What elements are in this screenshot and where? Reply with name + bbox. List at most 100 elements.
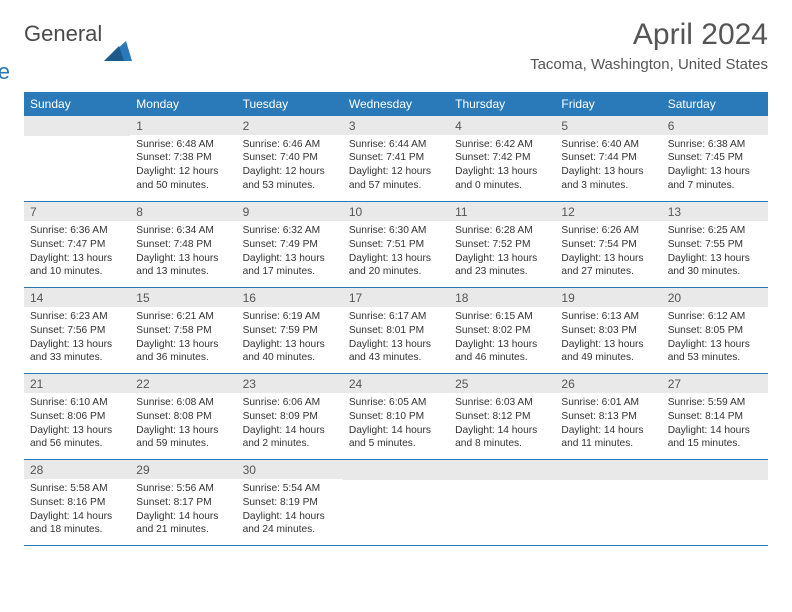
day-info: Sunrise: 6:26 AMSunset: 7:54 PMDaylight:… bbox=[555, 221, 661, 283]
day-info-line: and 3 minutes. bbox=[561, 179, 655, 193]
title-block: April 2024 Tacoma, Washington, United St… bbox=[530, 18, 768, 73]
day-number: 3 bbox=[343, 116, 449, 135]
day-info-line: Daylight: 13 hours bbox=[455, 252, 549, 266]
day-info-line: Sunrise: 6:32 AM bbox=[243, 224, 337, 238]
weekday-header-row: Sunday Monday Tuesday Wednesday Thursday… bbox=[24, 92, 768, 116]
day-info-line: Sunset: 7:38 PM bbox=[136, 151, 230, 165]
day-info-line: Daylight: 13 hours bbox=[349, 252, 443, 266]
day-info-line: Daylight: 13 hours bbox=[30, 424, 124, 438]
day-info-line: and 49 minutes. bbox=[561, 351, 655, 365]
brand-logo: General Blue bbox=[24, 24, 132, 82]
day-number: 12 bbox=[555, 202, 661, 221]
calendar-day-cell: 18Sunrise: 6:15 AMSunset: 8:02 PMDayligh… bbox=[449, 288, 555, 374]
day-info-line: and 24 minutes. bbox=[243, 523, 337, 537]
calendar-day-cell: 23Sunrise: 6:06 AMSunset: 8:09 PMDayligh… bbox=[237, 374, 343, 460]
day-number-empty bbox=[555, 460, 661, 480]
page-title: April 2024 bbox=[530, 18, 768, 52]
day-info-line: Sunrise: 6:23 AM bbox=[30, 310, 124, 324]
calendar-day-cell: 21Sunrise: 6:10 AMSunset: 8:06 PMDayligh… bbox=[24, 374, 130, 460]
calendar-day-cell: 20Sunrise: 6:12 AMSunset: 8:05 PMDayligh… bbox=[662, 288, 768, 374]
day-info-line: Sunrise: 6:19 AM bbox=[243, 310, 337, 324]
calendar-week-row: 21Sunrise: 6:10 AMSunset: 8:06 PMDayligh… bbox=[24, 374, 768, 460]
day-info-line: Sunrise: 6:38 AM bbox=[668, 138, 762, 152]
day-info-line: Sunset: 7:52 PM bbox=[455, 238, 549, 252]
day-info-line: Sunrise: 6:44 AM bbox=[349, 138, 443, 152]
day-info-line: Daylight: 13 hours bbox=[561, 338, 655, 352]
calendar-day-cell: 28Sunrise: 5:58 AMSunset: 8:16 PMDayligh… bbox=[24, 460, 130, 546]
day-info-line: Sunrise: 6:10 AM bbox=[30, 396, 124, 410]
calendar-day-cell: 19Sunrise: 6:13 AMSunset: 8:03 PMDayligh… bbox=[555, 288, 661, 374]
day-info-line: Sunset: 7:47 PM bbox=[30, 238, 124, 252]
calendar-week-row: 14Sunrise: 6:23 AMSunset: 7:56 PMDayligh… bbox=[24, 288, 768, 374]
calendar-day-cell: 26Sunrise: 6:01 AMSunset: 8:13 PMDayligh… bbox=[555, 374, 661, 460]
day-number: 22 bbox=[130, 374, 236, 393]
day-info-line: and 46 minutes. bbox=[455, 351, 549, 365]
day-info-line: Daylight: 14 hours bbox=[668, 424, 762, 438]
weekday-header: Saturday bbox=[662, 92, 768, 116]
day-info-line: and 59 minutes. bbox=[136, 437, 230, 451]
day-info-line: and 57 minutes. bbox=[349, 179, 443, 193]
brand-triangle-icon bbox=[104, 39, 132, 66]
day-number: 25 bbox=[449, 374, 555, 393]
calendar-week-row: 7Sunrise: 6:36 AMSunset: 7:47 PMDaylight… bbox=[24, 202, 768, 288]
day-info-line: and 5 minutes. bbox=[349, 437, 443, 451]
day-info-line: Sunrise: 6:08 AM bbox=[136, 396, 230, 410]
day-info-line: Daylight: 13 hours bbox=[668, 338, 762, 352]
day-info: Sunrise: 6:42 AMSunset: 7:42 PMDaylight:… bbox=[449, 135, 555, 197]
weekday-header: Monday bbox=[130, 92, 236, 116]
day-number-empty bbox=[24, 116, 130, 136]
day-info-line: Sunset: 7:51 PM bbox=[349, 238, 443, 252]
brand-text: General Blue bbox=[24, 24, 102, 82]
day-number: 21 bbox=[24, 374, 130, 393]
day-info-line: Sunset: 8:03 PM bbox=[561, 324, 655, 338]
calendar-day-cell bbox=[555, 460, 661, 546]
day-info-line: and 53 minutes. bbox=[668, 351, 762, 365]
day-info-line: Sunrise: 6:25 AM bbox=[668, 224, 762, 238]
day-info-line: Sunrise: 5:58 AM bbox=[30, 482, 124, 496]
calendar-day-cell: 15Sunrise: 6:21 AMSunset: 7:58 PMDayligh… bbox=[130, 288, 236, 374]
calendar-day-cell: 29Sunrise: 5:56 AMSunset: 8:17 PMDayligh… bbox=[130, 460, 236, 546]
day-number: 14 bbox=[24, 288, 130, 307]
day-info: Sunrise: 6:12 AMSunset: 8:05 PMDaylight:… bbox=[662, 307, 768, 369]
calendar-day-cell bbox=[662, 460, 768, 546]
day-info-line: Sunrise: 6:03 AM bbox=[455, 396, 549, 410]
day-number: 1 bbox=[130, 116, 236, 135]
calendar-day-cell: 11Sunrise: 6:28 AMSunset: 7:52 PMDayligh… bbox=[449, 202, 555, 288]
day-info-line: Sunrise: 6:26 AM bbox=[561, 224, 655, 238]
day-info: Sunrise: 6:40 AMSunset: 7:44 PMDaylight:… bbox=[555, 135, 661, 197]
day-info-line: and 20 minutes. bbox=[349, 265, 443, 279]
calendar-day-cell: 25Sunrise: 6:03 AMSunset: 8:12 PMDayligh… bbox=[449, 374, 555, 460]
day-info-line: Sunset: 8:09 PM bbox=[243, 410, 337, 424]
day-info-line: and 2 minutes. bbox=[243, 437, 337, 451]
day-info-line: Sunrise: 6:34 AM bbox=[136, 224, 230, 238]
day-info-line: Sunrise: 6:21 AM bbox=[136, 310, 230, 324]
day-info-line: Sunrise: 5:54 AM bbox=[243, 482, 337, 496]
day-info-line: and 23 minutes. bbox=[455, 265, 549, 279]
day-info-line: and 33 minutes. bbox=[30, 351, 124, 365]
day-info-line: and 56 minutes. bbox=[30, 437, 124, 451]
day-info: Sunrise: 6:25 AMSunset: 7:55 PMDaylight:… bbox=[662, 221, 768, 283]
day-info-line: Daylight: 13 hours bbox=[30, 338, 124, 352]
day-info-line: Sunset: 7:55 PM bbox=[668, 238, 762, 252]
day-info: Sunrise: 6:17 AMSunset: 8:01 PMDaylight:… bbox=[343, 307, 449, 369]
day-info-line: Sunset: 8:01 PM bbox=[349, 324, 443, 338]
day-info-line: Sunset: 8:10 PM bbox=[349, 410, 443, 424]
weekday-header: Friday bbox=[555, 92, 661, 116]
day-info-line: Daylight: 12 hours bbox=[243, 165, 337, 179]
day-info-line: Daylight: 14 hours bbox=[243, 424, 337, 438]
day-info-line: and 18 minutes. bbox=[30, 523, 124, 537]
calendar-table: Sunday Monday Tuesday Wednesday Thursday… bbox=[24, 92, 768, 547]
day-number: 23 bbox=[237, 374, 343, 393]
header: General Blue April 2024 Tacoma, Washingt… bbox=[24, 18, 768, 82]
day-info-line: Sunrise: 6:15 AM bbox=[455, 310, 549, 324]
day-info-line: Sunrise: 6:01 AM bbox=[561, 396, 655, 410]
day-info-line: and 15 minutes. bbox=[668, 437, 762, 451]
calendar-day-cell bbox=[449, 460, 555, 546]
day-info-line: Daylight: 14 hours bbox=[243, 510, 337, 524]
day-info: Sunrise: 6:46 AMSunset: 7:40 PMDaylight:… bbox=[237, 135, 343, 197]
day-number: 2 bbox=[237, 116, 343, 135]
day-info-line: Sunset: 8:16 PM bbox=[30, 496, 124, 510]
day-info-line: Sunset: 8:05 PM bbox=[668, 324, 762, 338]
day-info-line: and 11 minutes. bbox=[561, 437, 655, 451]
day-info-line: Daylight: 13 hours bbox=[136, 424, 230, 438]
